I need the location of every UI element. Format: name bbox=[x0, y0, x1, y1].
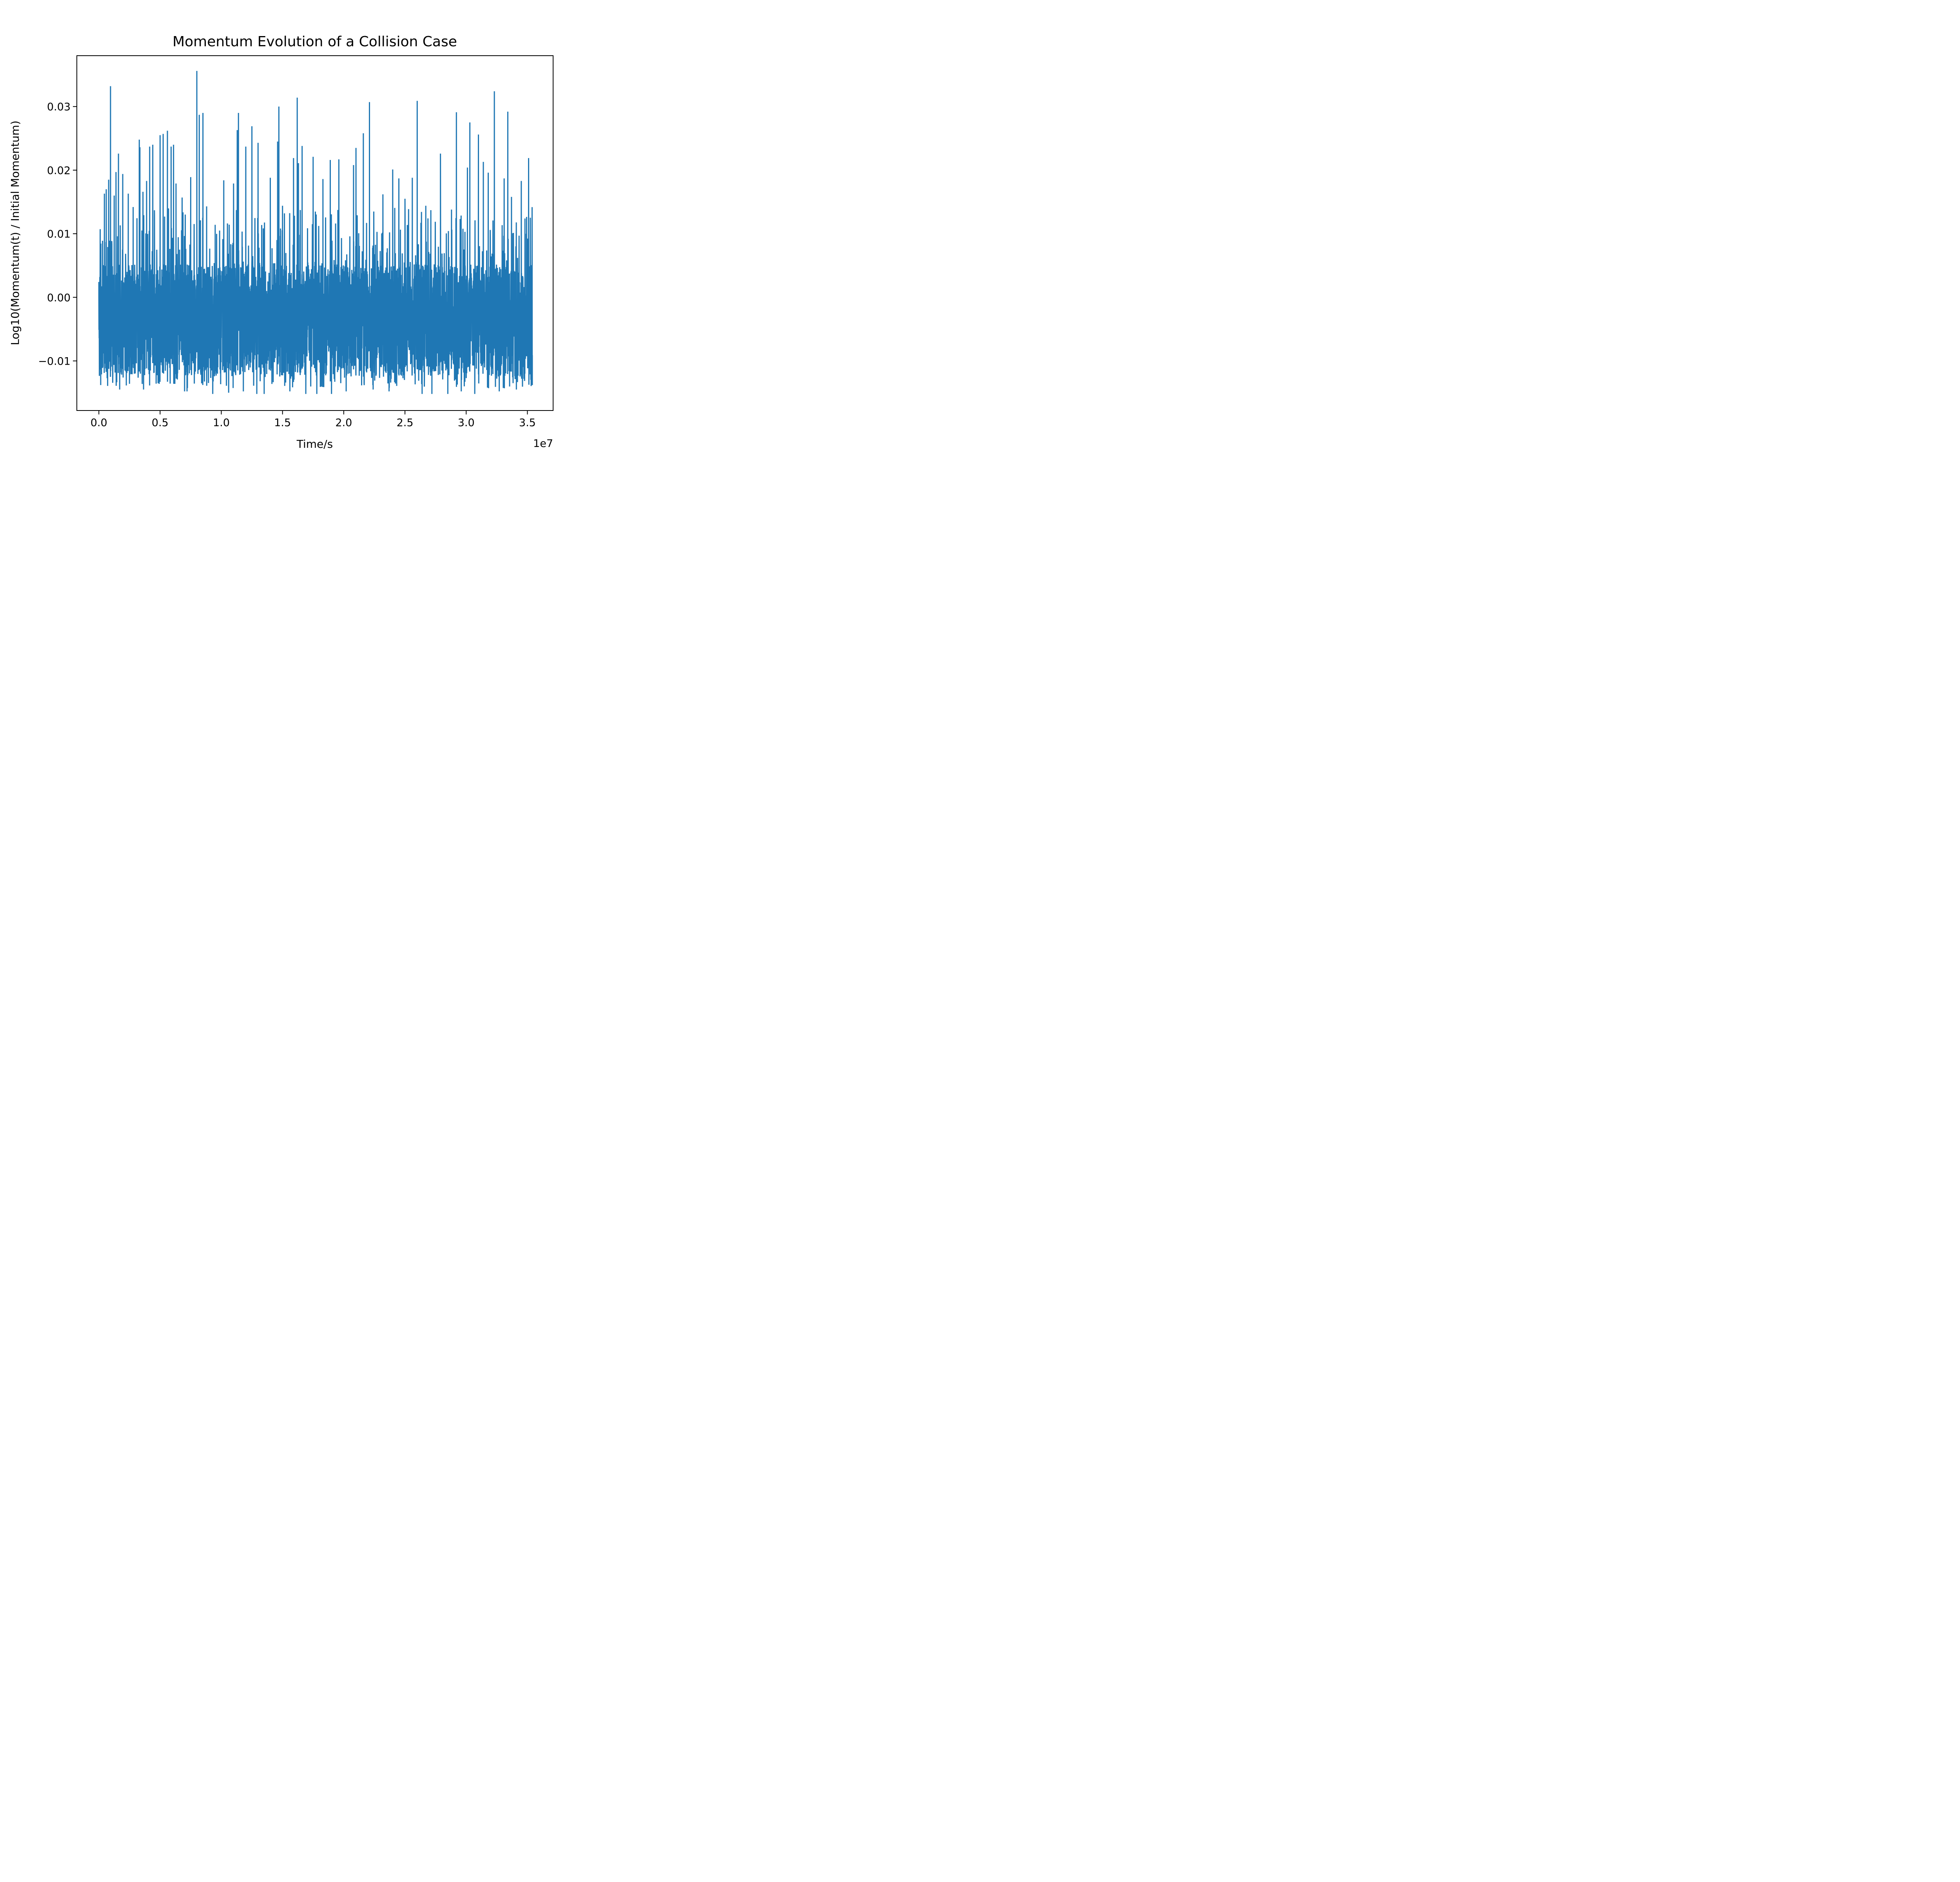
series-layer bbox=[98, 71, 533, 394]
y-tick-label: −0.01 bbox=[38, 355, 71, 367]
y-tick-label: 0.01 bbox=[47, 228, 71, 240]
x-tick-label: 0.0 bbox=[91, 417, 107, 429]
series-line bbox=[98, 71, 533, 394]
chart-title: Momentum Evolution of a Collision Case bbox=[172, 34, 457, 50]
x-tick-label: 1.5 bbox=[274, 417, 291, 429]
x-tick-label: 3.5 bbox=[519, 417, 536, 429]
axes-frame bbox=[76, 55, 554, 411]
y-axis-ticks: −0.01 0.00 0.01 0.02 0.03 bbox=[38, 101, 77, 367]
x-axis-offset-label: 1e7 bbox=[533, 438, 553, 450]
y-tick-label: 0.03 bbox=[47, 101, 71, 113]
y-tick-label: 0.00 bbox=[47, 292, 71, 304]
x-tick-label: 2.0 bbox=[335, 417, 352, 429]
x-axis-ticks: 0.0 0.5 1.0 1.5 2.0 2.5 3.0 3.5 bbox=[91, 411, 536, 429]
chart-canvas: Momentum Evolution of a Collision Case 0… bbox=[0, 0, 606, 455]
figure-background bbox=[0, 0, 606, 455]
x-axis-label: Time/s bbox=[296, 438, 333, 451]
x-tick-label: 1.0 bbox=[213, 417, 230, 429]
plot-area bbox=[76, 55, 554, 411]
x-tick-label: 0.5 bbox=[152, 417, 169, 429]
y-axis-label: Log10(Momentum(t) / Initial Momentum) bbox=[9, 120, 22, 345]
y-tick-label: 0.02 bbox=[47, 165, 71, 177]
x-tick-label: 3.0 bbox=[458, 417, 475, 429]
x-tick-label: 2.5 bbox=[397, 417, 414, 429]
